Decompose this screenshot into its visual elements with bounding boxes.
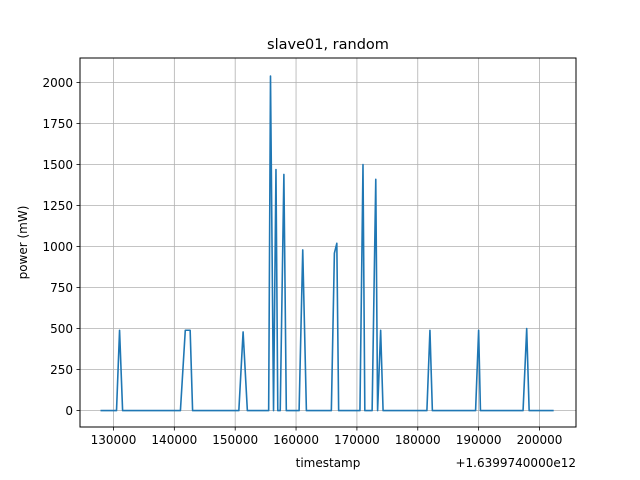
- y-tick-label: 0: [65, 404, 73, 418]
- y-axis: 0 250 500 750 1000 1250 1500 1750 2000: [42, 76, 80, 418]
- x-tick-label: 170000: [334, 433, 380, 447]
- x-axis-offset-label: +1.6399740000e12: [455, 456, 576, 470]
- x-tick-label: 130000: [91, 433, 137, 447]
- y-tick-label: 250: [50, 363, 73, 377]
- y-tick-label: 1750: [42, 117, 73, 131]
- y-tick-label: 1500: [42, 158, 73, 172]
- x-tick-label: 190000: [456, 433, 502, 447]
- plot-frame: [79, 57, 577, 428]
- x-tick-label: 160000: [273, 433, 319, 447]
- y-tick-label: 500: [50, 322, 73, 336]
- x-tick-label: 150000: [212, 433, 258, 447]
- chart-title: slave01, random: [267, 37, 389, 53]
- y-tick-label: 1000: [42, 240, 73, 254]
- series-layer: [100, 75, 554, 412]
- y-tick-label: 750: [50, 281, 73, 295]
- x-axis: 130000 140000 150000 160000 170000 180000 1900…: [91, 427, 563, 447]
- y-tick-label: 1250: [42, 199, 73, 213]
- series-line-0: [100, 75, 554, 412]
- grid: [80, 58, 576, 427]
- x-tick-label: 200000: [517, 433, 563, 447]
- x-tick-label: 140000: [151, 433, 197, 447]
- y-tick-label: 2000: [42, 76, 73, 90]
- x-axis-label: timestamp: [296, 456, 361, 470]
- y-axis-label: power (mW): [16, 206, 30, 280]
- x-tick-label: 180000: [395, 433, 441, 447]
